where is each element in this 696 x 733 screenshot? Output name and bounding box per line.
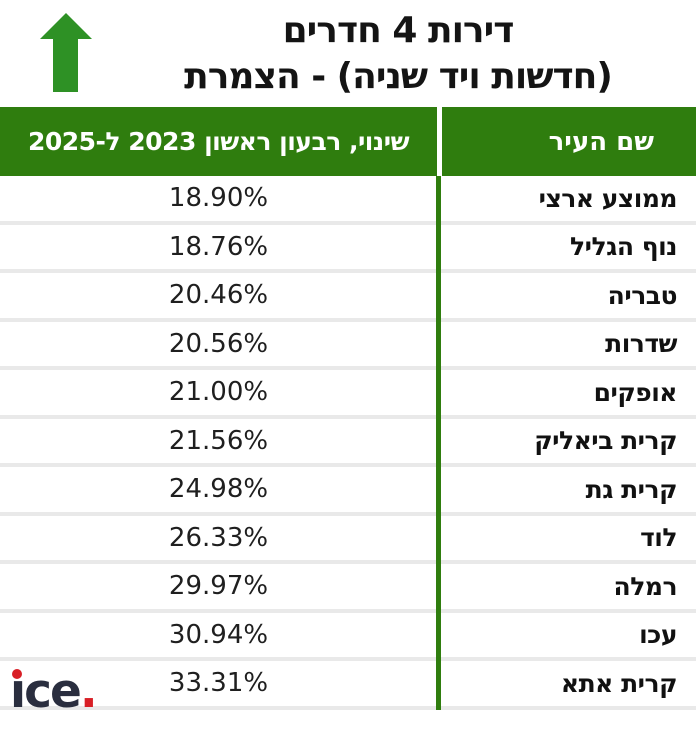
table-column-divider (436, 176, 441, 710)
page-title-line1: דירות 4 חדרים (282, 10, 515, 51)
table-row: 29.97% רמלה (0, 564, 696, 613)
column-header-change: שינוי, רבעון ראשון 2023 ל-2025 (0, 107, 437, 176)
city-name: שדרות (605, 329, 677, 359)
change-value: 20.46% (168, 280, 269, 311)
city-name: טבריה (607, 280, 678, 310)
up-arrow-head (39, 13, 92, 39)
city-name: קרית גת (585, 474, 678, 504)
change-value: 30.94% (168, 619, 269, 650)
change-value: 21.56% (168, 425, 269, 456)
city-name: נוף הגליל (570, 232, 677, 262)
city-name: רמלה (613, 571, 678, 601)
table-row: 30.94% עכו (0, 613, 696, 661)
city-name: אופקים (593, 377, 678, 407)
page-title-line2: (חדשות ויד שניה) - הצמרת (184, 56, 613, 97)
ice-logo-period: . (79, 664, 98, 719)
city-name: לוד (640, 523, 677, 553)
up-arrow-stem (53, 39, 78, 92)
ice-logo-dot-icon (12, 669, 22, 679)
page-title: דירות 4 חדרים (חדשות ויד שניה) - הצמרת (100, 0, 696, 107)
column-header-city: שם העיר (442, 107, 696, 176)
table-row: 21.00% אופקים (0, 370, 696, 419)
change-value: 33.31% (168, 668, 269, 699)
table-header: שינוי, רבעון ראשון 2023 ל-2025 שם העיר (0, 107, 696, 176)
change-value: 20.56% (168, 328, 269, 359)
table-body: 18.90% ממוצע ארצי 18.76% נוף הגליל 20.46… (0, 176, 696, 710)
table-row: 26.33% לוד (0, 516, 696, 564)
table-row: 20.56% שדרות (0, 322, 696, 370)
table-row: 18.90% ממוצע ארצי (0, 176, 696, 225)
change-value: 18.76% (168, 231, 269, 262)
change-value: 26.33% (168, 522, 269, 553)
change-value: 18.90% (168, 183, 269, 214)
change-value: 24.98% (168, 474, 269, 505)
table-row: 24.98% קרית גת (0, 467, 696, 516)
table-row: 20.46% טבריה (0, 273, 696, 322)
change-value: 21.00% (168, 377, 269, 408)
city-name: ממוצע ארצי (538, 183, 678, 213)
table-row: 33.31% קרית אתא (0, 661, 696, 710)
header-column-divider (437, 107, 442, 176)
table-row: 18.76% נוף הגליל (0, 225, 696, 273)
up-arrow-icon (39, 13, 92, 92)
city-name: קרית ביאליק (534, 426, 677, 456)
city-name: עכו (639, 620, 677, 650)
ice-logo: ıce. (10, 663, 98, 721)
city-name: קרית אתא (560, 668, 678, 698)
change-value: 29.97% (168, 571, 269, 602)
table-row: 21.56% קרית ביאליק (0, 419, 696, 467)
